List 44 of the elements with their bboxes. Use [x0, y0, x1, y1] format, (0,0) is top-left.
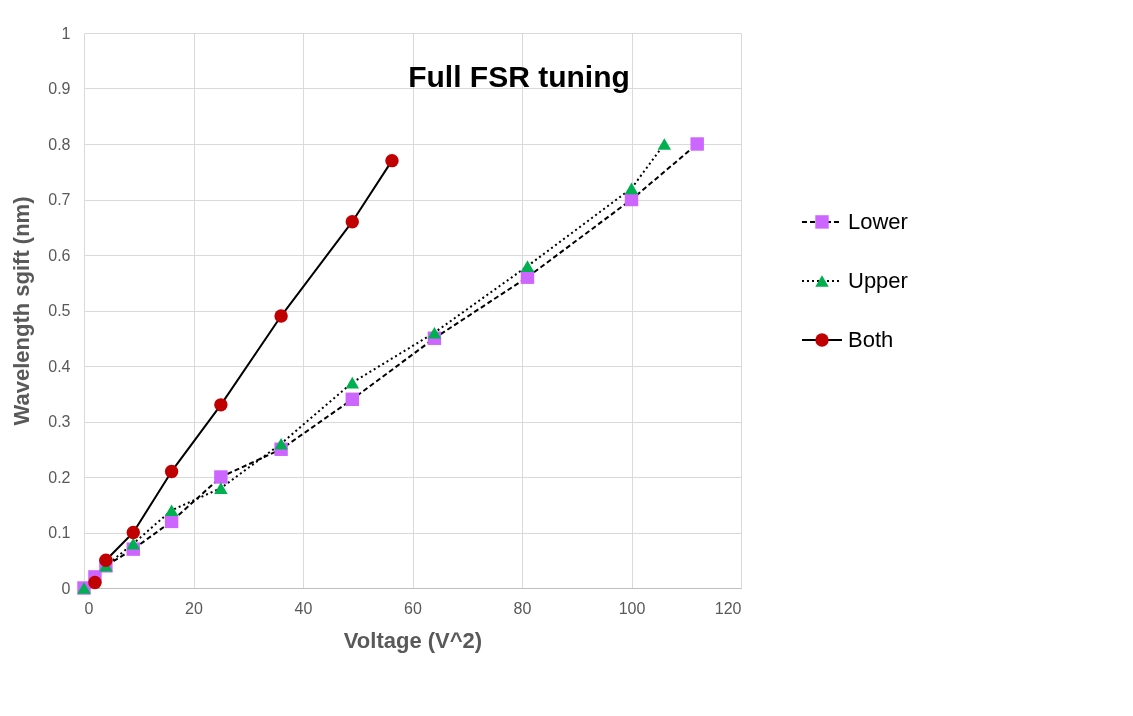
point [274, 309, 288, 323]
y-tick-label: 0.8 [48, 135, 71, 153]
point [624, 182, 639, 195]
x-tick-label: 80 [513, 599, 532, 617]
point [690, 137, 704, 151]
x-tick-label: 0 [84, 599, 94, 617]
y-tick-label: 0.5 [48, 302, 71, 319]
x-tick-label: 20 [185, 599, 203, 617]
y-tick-label: 0.2 [48, 468, 71, 486]
legend-label: Upper [848, 267, 908, 293]
point [164, 464, 179, 479]
x-tick-label: 100 [618, 599, 646, 617]
point [657, 138, 672, 150]
y-axis-title: Wavelength sgift (nm) [9, 196, 35, 426]
legend-label: Lower [848, 208, 908, 234]
point [520, 260, 535, 272]
point [99, 553, 113, 567]
annotation: Full FSR tuning [408, 60, 630, 93]
point [274, 437, 288, 450]
x-tick-label: 60 [404, 599, 422, 617]
point [385, 153, 399, 168]
point [126, 537, 140, 550]
legend-label: Both [848, 327, 894, 353]
x-tick-label: 40 [294, 599, 313, 617]
x-tick-label: 120 [714, 599, 742, 617]
y-tick-label: 0.4 [48, 357, 71, 375]
y-tick-label: 0.3 [48, 413, 71, 430]
y-tick-label: 0.1 [48, 524, 71, 541]
point [164, 504, 179, 517]
point [126, 525, 140, 540]
point [88, 575, 102, 590]
y-tick-label: 0.7 [48, 191, 71, 208]
point [345, 392, 359, 407]
point [214, 482, 228, 494]
y-tick-label: 0 [61, 579, 71, 597]
point [345, 215, 359, 229]
point [427, 326, 442, 339]
point [214, 398, 228, 412]
y-tick-label: 1 [61, 24, 71, 42]
point [345, 376, 359, 389]
point [214, 470, 228, 484]
x-axis-title: Voltage (V^2) [343, 627, 483, 653]
y-tick-label: 0.6 [48, 246, 71, 264]
y-tick-label: 0.9 [48, 80, 71, 97]
